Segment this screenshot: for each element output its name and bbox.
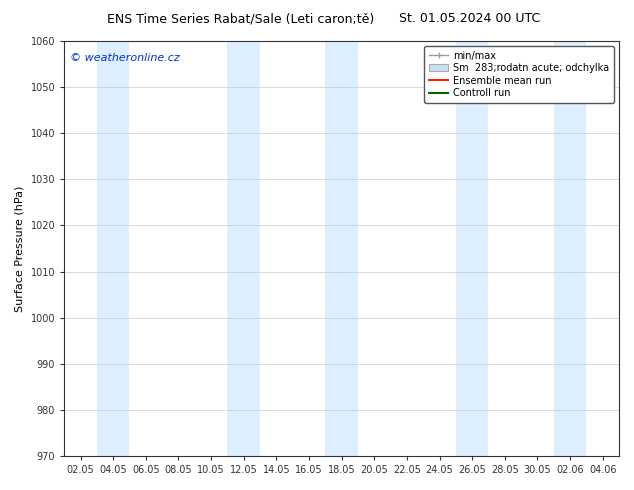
Text: © weatheronline.cz: © weatheronline.cz bbox=[70, 53, 179, 64]
Text: ENS Time Series Rabat/Sale (Leti caron;tě): ENS Time Series Rabat/Sale (Leti caron;t… bbox=[107, 12, 375, 25]
Y-axis label: Surface Pressure (hPa): Surface Pressure (hPa) bbox=[15, 185, 25, 312]
Legend: min/max, Sm  283;rodatn acute; odchylka, Ensemble mean run, Controll run: min/max, Sm 283;rodatn acute; odchylka, … bbox=[424, 46, 614, 103]
Bar bbox=[228, 41, 260, 456]
Bar bbox=[456, 41, 488, 456]
Bar bbox=[325, 41, 358, 456]
Bar bbox=[553, 41, 586, 456]
Text: St. 01.05.2024 00 UTC: St. 01.05.2024 00 UTC bbox=[399, 12, 540, 25]
Bar bbox=[97, 41, 129, 456]
